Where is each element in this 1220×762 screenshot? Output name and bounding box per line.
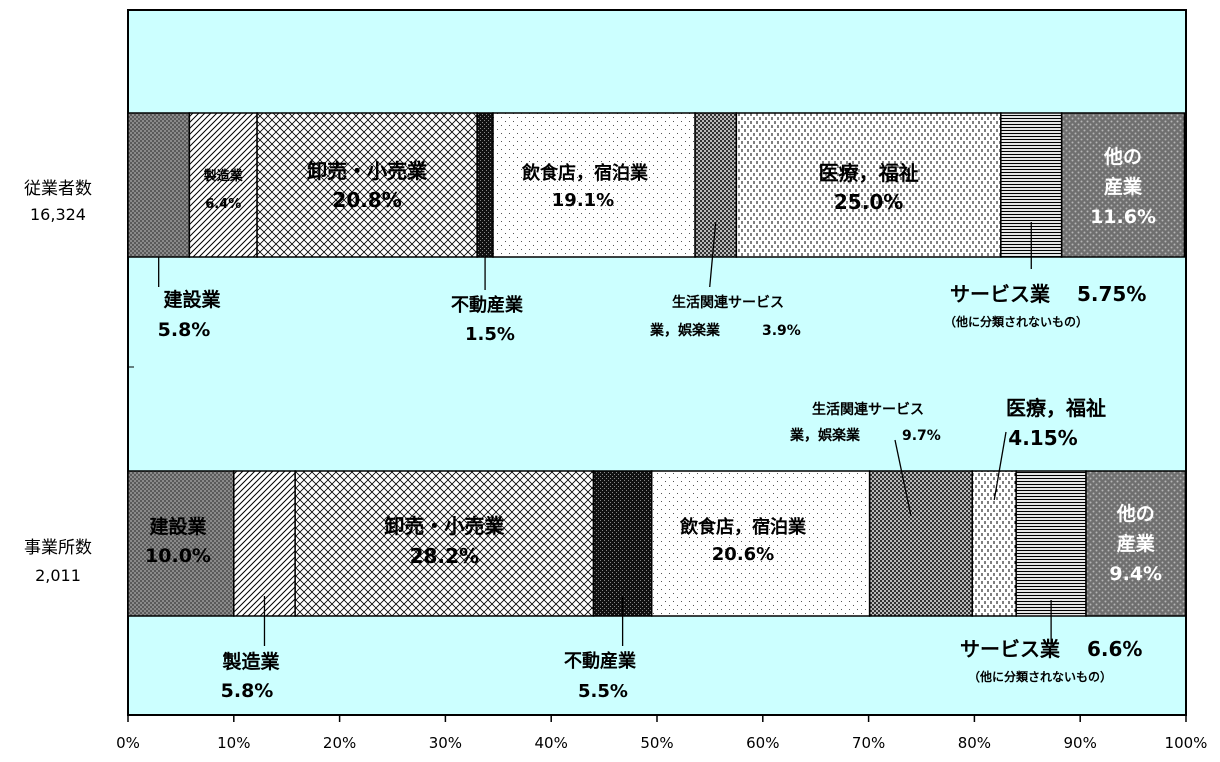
label-establishments-medical-name: 医療，福祉 <box>1006 396 1106 420</box>
label-employees-food-lodging-name: 飲食店，宿泊業 <box>521 162 649 184</box>
bar-employees-living-services <box>694 112 738 258</box>
label-establishments-living-services-name: 生活関連サービス <box>812 401 924 418</box>
x-tick-label-7: 70% <box>852 734 885 752</box>
x-tick-label-6: 60% <box>746 734 779 752</box>
leader-employees-living-services <box>709 221 717 288</box>
bar-employees-construction <box>127 112 191 258</box>
bar-establishments-real-estate <box>592 470 653 617</box>
label-employees-construction-name: 建設業 <box>163 288 221 311</box>
label-employees-wholesale-name: 卸売・小売業 <box>307 159 428 183</box>
x-tick-label-9: 90% <box>1064 734 1097 752</box>
label-employees-food-lodging-value: 19.1% <box>552 190 614 211</box>
label-establishments-real-estate-name: 不動産業 <box>564 650 637 672</box>
label-establishments-wholesale-value: 28.2% <box>410 544 479 568</box>
label-establishments-living-services-value: 9.7% <box>902 428 941 444</box>
label-employees-other-services-name: サービス業 <box>950 282 1051 306</box>
x-tick-label-3: 30% <box>429 734 462 752</box>
bar-establishments-manufacturing <box>233 470 296 617</box>
label-employees-medical-name: 医療，福祉 <box>819 161 919 185</box>
bar-employees-other-industries <box>1060 112 1186 258</box>
label-establishments-other-industries-name2: 産業 <box>1117 532 1156 555</box>
label-establishments-construction-name: 建設業 <box>149 515 207 538</box>
label-employees-other-services-note: （他に分類されないもの） <box>944 314 1088 329</box>
x-tick-label-10: 100% <box>1165 734 1208 752</box>
category-total-establishments: 2,011 <box>35 566 81 585</box>
bar-employees-medical-welfare <box>735 112 1002 258</box>
bar-employees-wholesale-retail <box>256 112 478 258</box>
bar-establishments-food-lodging <box>650 470 871 617</box>
leader-establishments-medical <box>993 431 1007 501</box>
bar-employees-real-estate <box>476 112 494 258</box>
label-employees-other-industries-value: 11.6% <box>1090 206 1156 228</box>
bar-establishments-living-services <box>868 470 974 617</box>
bar-establishments-medical-welfare <box>971 470 1017 617</box>
label-establishments-living-services-name2: 業，娯楽業 <box>789 427 861 444</box>
label-establishments-other-industries-value: 9.4% <box>1109 563 1162 585</box>
label-establishments-manufacturing-name: 製造業 <box>221 650 280 673</box>
x-tick-label-5: 50% <box>640 734 673 752</box>
x-tick-label-2: 20% <box>323 734 356 752</box>
leader-establishments-living-services <box>894 439 912 517</box>
label-employees-living-services-name: 生活関連サービス <box>672 294 784 311</box>
label-employees-other-services-value: 5.75% <box>1077 282 1146 306</box>
label-employees-real-estate-value: 1.5% <box>465 324 515 345</box>
label-employees-other-industries-name: 他の <box>1103 145 1142 168</box>
label-establishments-real-estate-value: 5.5% <box>578 681 628 702</box>
label-establishments-other-industries-name: 他の <box>1116 502 1155 525</box>
label-employees-construction-value: 5.8% <box>158 319 211 341</box>
label-employees-wholesale-value: 20.8% <box>332 188 401 212</box>
label-employees-living-services-name2: 業，娯楽業 <box>649 322 721 339</box>
bar-employees-food-lodging <box>492 112 696 258</box>
label-employees-medical-value: 25.0% <box>834 190 903 214</box>
label-establishments-other-services-name: サービス業 <box>960 637 1061 661</box>
label-establishments-medical-value: 4.15% <box>1008 426 1077 450</box>
bar-employees-manufacturing <box>188 112 258 258</box>
bar-establishments-other-services <box>1015 470 1087 617</box>
x-tick-label-8: 80% <box>958 734 991 752</box>
label-establishments-food-lodging-value: 20.6% <box>712 544 774 565</box>
label-employees-other-industries-name2: 産業 <box>1104 175 1143 198</box>
x-tick-label-4: 40% <box>535 734 568 752</box>
label-establishments-wholesale-name: 卸売・小売業 <box>384 514 505 538</box>
label-establishments-manufacturing-value: 5.8% <box>221 680 274 702</box>
label-establishments-other-services-note: （他に分類されないもの） <box>968 669 1112 684</box>
label-employees-real-estate-name: 不動産業 <box>451 294 524 316</box>
bar-establishments-wholesale-retail <box>294 470 595 617</box>
bar-establishments-construction <box>127 470 235 617</box>
x-tick-label-0: 0% <box>116 734 140 752</box>
x-tick-label-1: 10% <box>217 734 250 752</box>
label-establishments-food-lodging-name: 飲食店，宿泊業 <box>679 516 807 538</box>
label-employees-manufacturing-name: 製造業 <box>203 168 244 184</box>
category-label-employees: 従業者数 <box>24 179 92 199</box>
category-label-establishments: 事業所数 <box>24 538 92 558</box>
label-employees-living-services-value: 3.9% <box>762 323 801 339</box>
label-establishments-other-services-value: 6.6% <box>1087 637 1142 661</box>
label-establishments-construction-value: 10.0% <box>145 545 211 567</box>
bar-establishments-other-industries <box>1085 470 1187 617</box>
category-total-employees: 16,324 <box>30 205 86 224</box>
label-employees-manufacturing-value: 6.4% <box>205 197 241 212</box>
